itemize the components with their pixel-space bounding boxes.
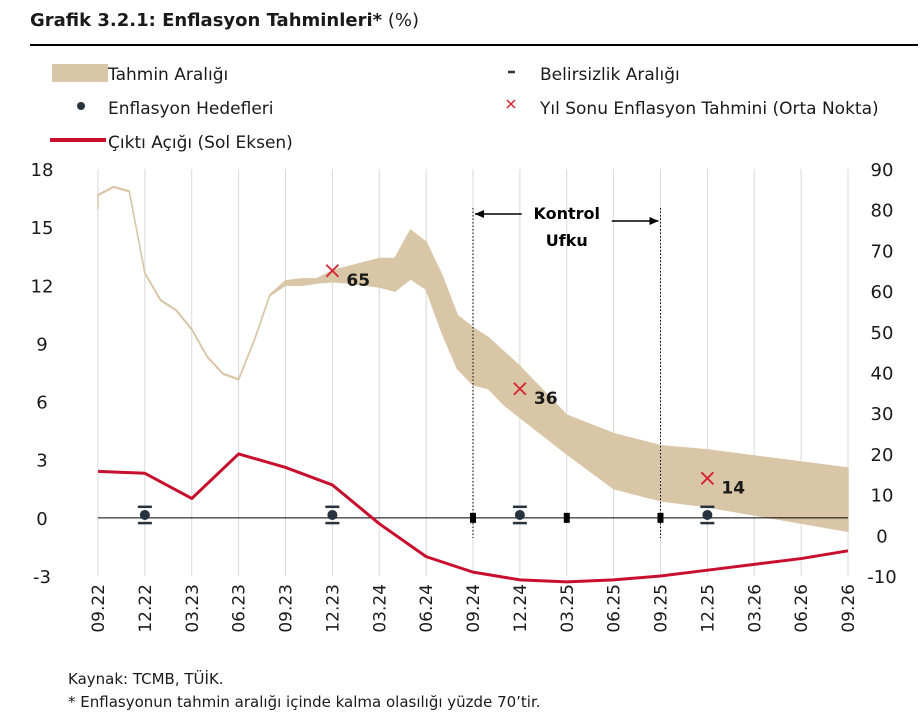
legend-label-gap: Çıktı Açığı (Sol Eksen) — [108, 133, 293, 153]
forecast-marker-12.23 — [325, 264, 340, 278]
forecast-marker-12.24 — [513, 382, 527, 396]
chart-title: Grafik 3.2.1: Enflasyon Tahminleri* (%) — [30, 10, 419, 31]
right-tick-0: 0 — [876, 526, 887, 547]
arrow-left-head — [475, 210, 484, 218]
right-tick-10: 10 — [871, 486, 894, 507]
x-tick-06.26: 06.26 — [792, 584, 812, 633]
left-tick-9: 9 — [36, 334, 47, 355]
footnote: * Enflasyonun tahmin aralığı içinde kalm… — [68, 693, 541, 711]
arrow-right-head — [649, 217, 659, 225]
x-tick-12.25: 12.25 — [698, 584, 718, 633]
left-tick-6: 6 — [36, 393, 47, 414]
x-tick-09.22: 09.22 — [89, 584, 109, 633]
x-tick-12.22: 12.22 — [136, 584, 156, 633]
right-tick-40: 40 — [871, 364, 894, 385]
band-swatch — [52, 64, 108, 82]
control-horizon-label: Kontrol — [533, 204, 600, 223]
left-tick-15: 15 — [31, 218, 54, 239]
left-tick-0: 0 — [36, 509, 47, 530]
baseline-marker-09.25 — [657, 512, 664, 523]
legend-label-uncertainty: Belirsizlik Aralığı — [540, 65, 680, 85]
right-tick-80: 80 — [871, 201, 894, 222]
x-tick-09.23: 09.23 — [277, 584, 297, 633]
x-tick-06.24: 06.24 — [417, 584, 437, 633]
forecast-label-12.24: 36 — [534, 389, 558, 409]
chart-title-text: Grafik 3.2.1: Enflasyon Tahminleri* — [30, 10, 383, 31]
target-dot-12.23 — [327, 509, 338, 520]
baseline-marker-09.24 — [470, 512, 476, 523]
target-dot-12.25 — [702, 509, 713, 520]
control-horizon-label-2: Ufku — [546, 231, 588, 250]
x-tick-09.25: 09.25 — [652, 584, 672, 633]
x-tick-12.23: 12.23 — [323, 584, 343, 633]
x-tick-03.23: 03.23 — [183, 584, 203, 633]
source-note: Kaynak: TCMB, TÜİK. — [68, 670, 224, 688]
legend-label-band: Tahmin Aralığı — [107, 65, 228, 85]
legend-label-forecast: Yıl Sonu Enflasyon Tahmini (Orta Nokta) — [539, 99, 879, 119]
forecast-label-12.25: 14 — [721, 478, 745, 498]
target-dot-12.24 — [514, 509, 525, 520]
right-tick-30: 30 — [871, 404, 894, 425]
right-tick-70: 70 — [871, 241, 894, 262]
target-dot-12.22 — [139, 509, 150, 520]
dot-icon — [77, 102, 85, 110]
right-tick-50: 50 — [871, 323, 894, 344]
left-tick-12: 12 — [31, 276, 54, 297]
x-mark-icon — [506, 99, 516, 109]
left-tick-3: 3 — [36, 451, 47, 472]
right-tick-90: 90 — [871, 160, 894, 181]
left-tick--3: -3 — [33, 567, 51, 588]
chart-title-unit: (%) — [387, 10, 419, 31]
right-tick-20: 20 — [871, 445, 894, 466]
x-tick-03.25: 03.25 — [558, 584, 578, 633]
legend-label-target: Enflasyon Hedefleri — [108, 99, 274, 119]
right-tick-60: 60 — [871, 282, 894, 303]
chart-canvas: 653614KontrolUfku-30369121518-1001020304… — [31, 64, 897, 633]
right-tick--10: -10 — [867, 567, 896, 588]
x-tick-09.26: 09.26 — [839, 584, 859, 633]
forecast-marker-12.25 — [700, 471, 715, 485]
x-tick-09.24: 09.24 — [464, 584, 484, 633]
forecast-label-12.23: 65 — [346, 271, 370, 291]
x-tick-03.26: 03.26 — [745, 584, 765, 633]
baseline-marker-03.25 — [563, 512, 570, 523]
left-tick-18: 18 — [31, 160, 54, 181]
title-rule — [30, 44, 918, 46]
x-tick-12.24: 12.24 — [511, 584, 531, 633]
output-gap-line — [97, 452, 849, 584]
x-tick-06.25: 06.25 — [605, 584, 625, 633]
x-tick-06.23: 06.23 — [230, 584, 250, 633]
x-tick-03.24: 03.24 — [370, 584, 390, 633]
